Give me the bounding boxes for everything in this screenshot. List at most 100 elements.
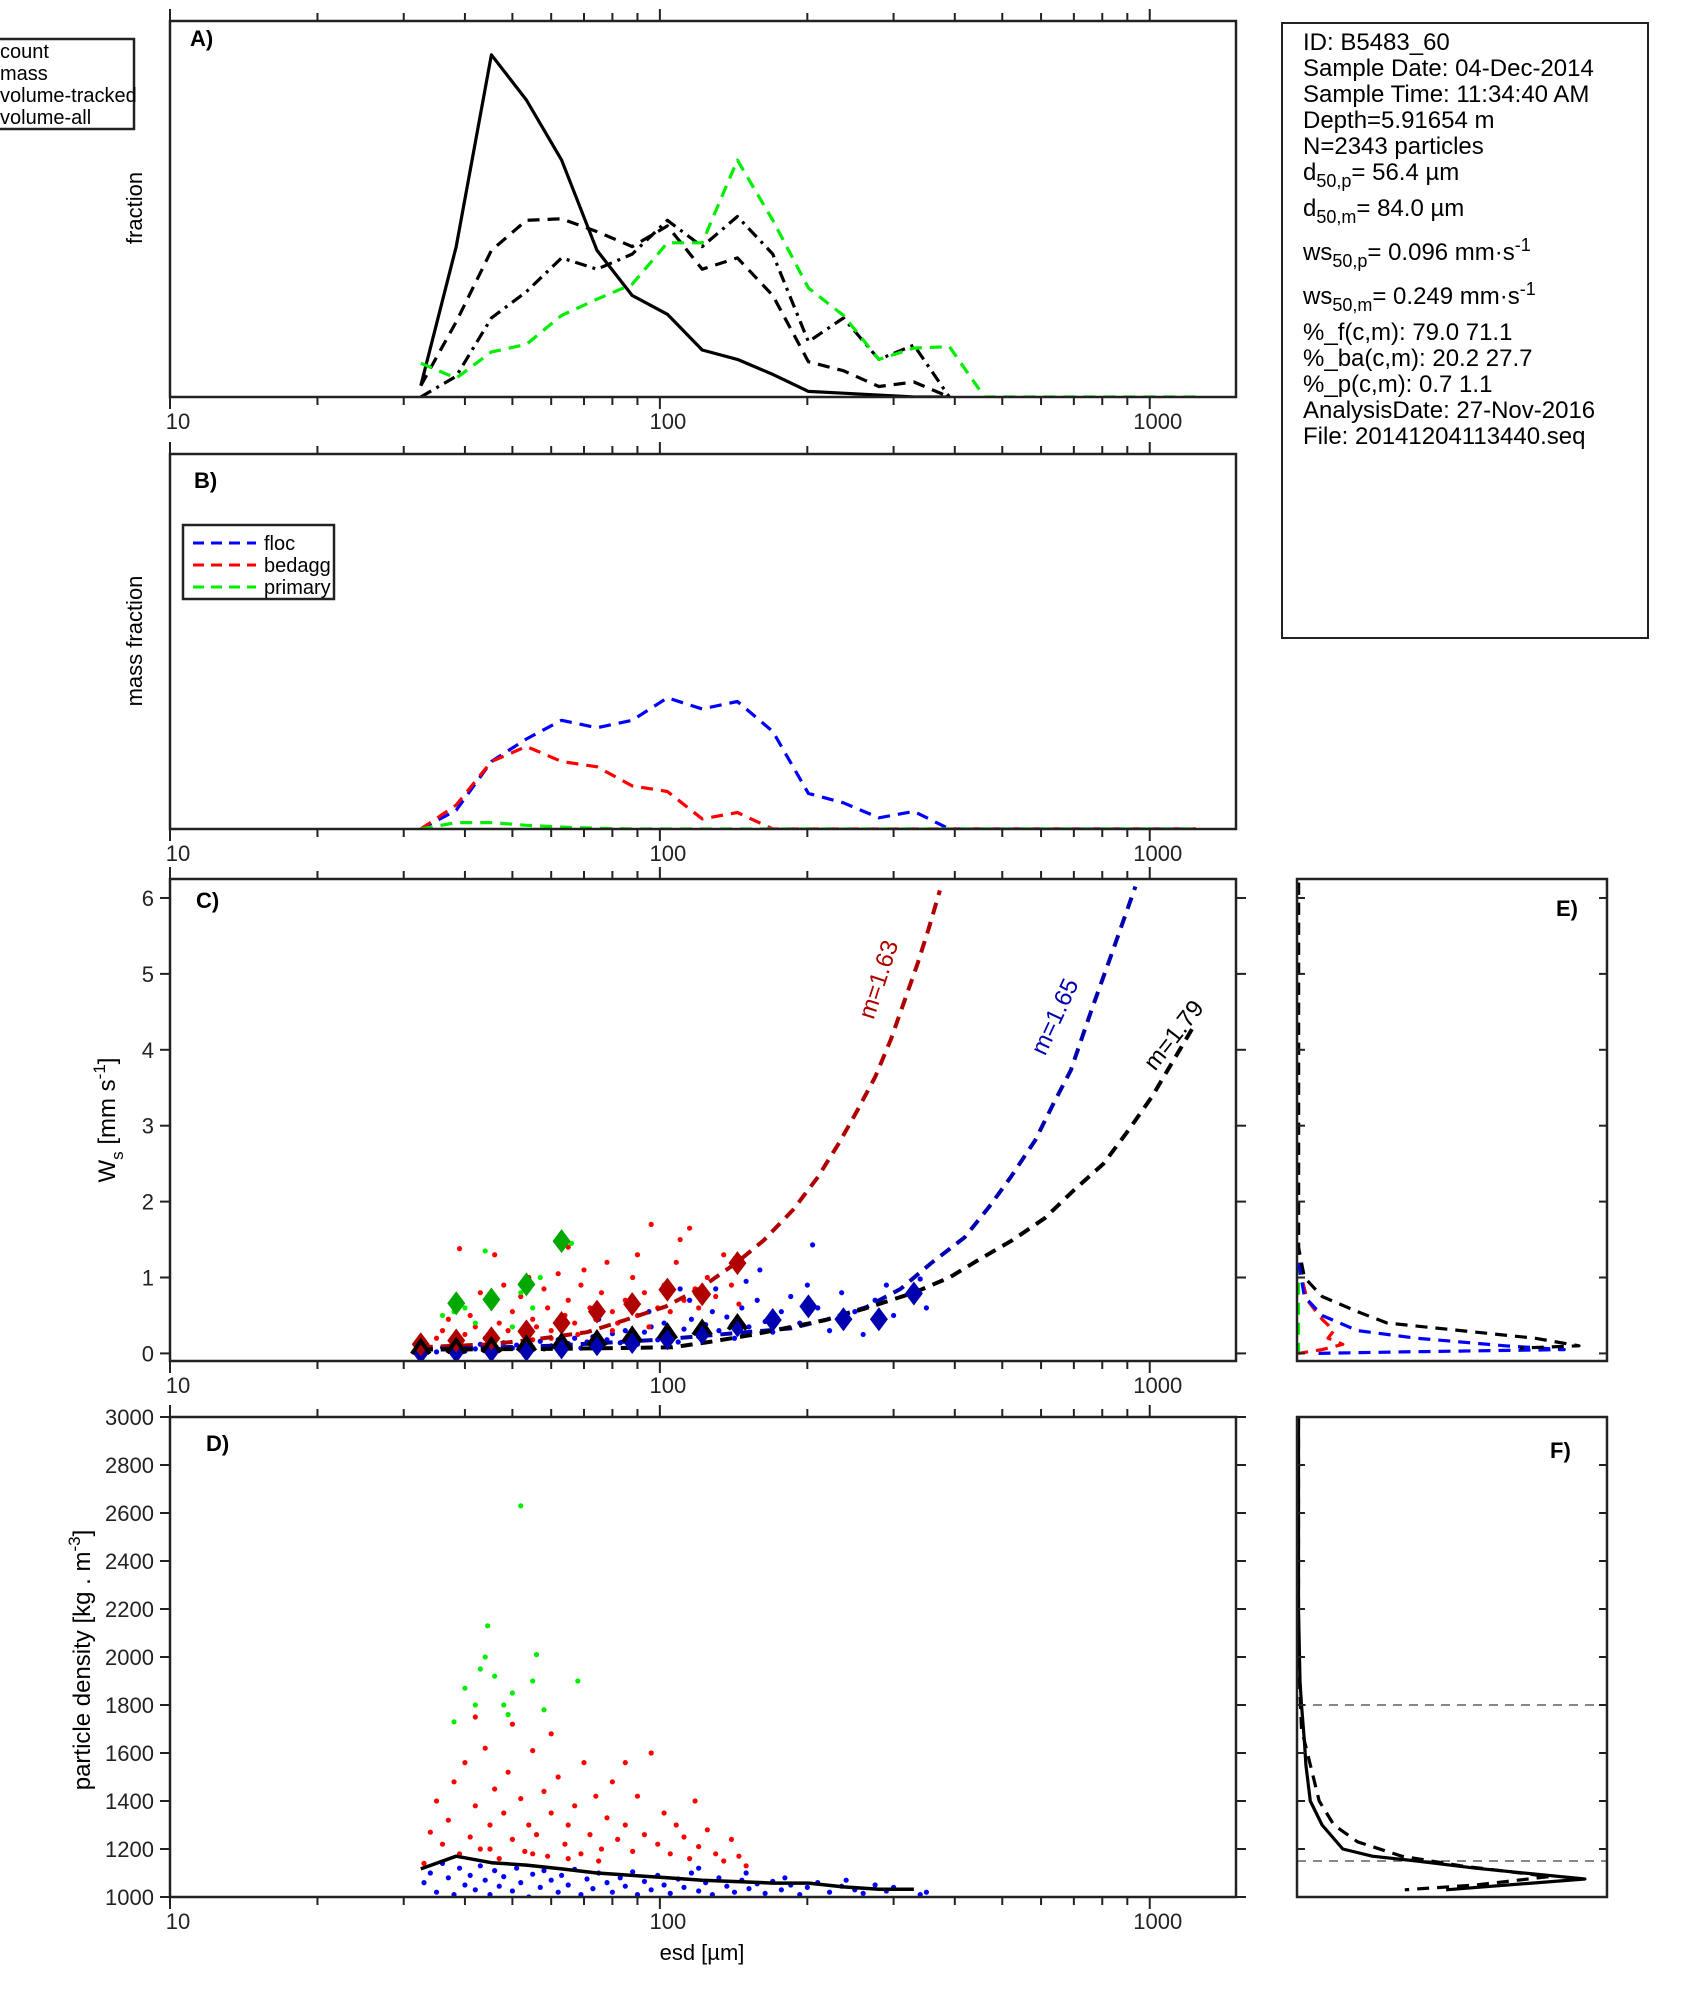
scatter-point-floc [675,1339,681,1345]
scatter-point-floc [548,1877,554,1883]
scatter-point-primary [482,1654,488,1660]
scatter-point-primary [575,1678,581,1684]
scatter-point-floc [809,1242,816,1248]
c-ylabel: Ws [mm s-1] [90,1058,127,1183]
scatter-point-floc [648,1887,654,1893]
scatter-point-floc [688,1870,695,1876]
axes-frame-f [1295,1415,1609,1899]
scatter-point-floc [890,1312,897,1319]
y-tick-label: 2 [142,1190,154,1215]
scatter-point-bedagg [713,1293,719,1300]
scatter-point-bedagg [501,1810,507,1816]
scatter-point-bedagg [641,1832,648,1838]
scatter-point-primary [439,1312,446,1319]
median-diamond-primary [552,1229,571,1254]
series-line-primary [420,820,1196,829]
scatter-point-bedagg [661,1810,667,1816]
median-marker-all [445,1336,467,1355]
scatter-point-floc [860,1890,866,1896]
scatter-point-floc [688,1316,695,1322]
scatter-point-bedagg [439,1841,446,1847]
fit-curve-m=1.79 [420,1022,1198,1352]
axes-frame-a [168,19,1238,399]
d-ylabel: particle density [kg . m-3] [65,1530,96,1791]
y-tick-label: 2000 [105,1645,154,1670]
ws50p-sup: -1 [1514,235,1531,255]
scatter-point-bedagg [630,1848,636,1854]
ws50p-value: = 0.096 mm·s [1367,239,1515,266]
y-axis-c: 0 1 2 3 4 5 6 [142,886,1246,1366]
fit-label-black: m=1.79 [1139,995,1210,1075]
y-tick-label: 1 [142,1266,154,1291]
scatter-point-floc [716,1328,722,1334]
scatter-point-bedagg [545,1305,551,1311]
c-ylabel-sub: s [108,1151,127,1160]
scatter-point-floc [572,1335,578,1341]
series-line-bedagg [419,744,1196,829]
plot-area-e [1297,882,1581,1355]
scatter-point-bedagg [648,1221,654,1227]
fit-label-red: m=1.63 [854,937,905,1022]
scatter-point-bedagg [641,1290,648,1296]
y-tick-label: 4 [142,1038,154,1063]
ws50m-base: ws [1303,283,1333,310]
y-tick-label: 1400 [105,1789,154,1814]
ws50p-sub: 50,p [1332,251,1368,271]
scatter-point-floc [739,1305,745,1311]
scatter-point-floc [762,1890,768,1896]
panel-label-c: C) [196,888,219,913]
scatter-point-bedagg [462,1760,468,1766]
scatter-point-bedagg [704,1827,710,1833]
axes-frame-c [168,877,1238,1363]
scatter-point-floc [565,1882,571,1888]
scatter-point-primary [509,1324,516,1330]
y-tick-label: 2400 [105,1549,154,1574]
x-axis-c: 10 100 1000 [166,867,1182,1398]
fit-curve-m=1.65 [420,885,1138,1352]
scatter-point-bedagg [518,1796,524,1802]
legend-b-bedagg: bedagg [264,555,331,577]
scatter-point-primary [518,1290,524,1296]
panel-label-e: E) [1556,896,1578,921]
scatter-point-primary [462,1685,468,1691]
histogram-line [1297,882,1581,1350]
scatter-point-primary [472,1320,478,1326]
d50m-value: = 84.0 µm [1356,195,1465,222]
info-pct-bedagg: %_ba(c,m): 20.2 27.7 [1303,345,1533,372]
plot-area-b [419,696,1196,829]
legend-a-volume-tracked: volume-tracked [0,85,137,107]
median-diamond-primary [447,1291,466,1316]
scatter-point-primary [509,1690,516,1696]
ws50m-sub: 50,m [1332,295,1373,315]
scatter-point-bedagg [565,1297,571,1303]
y-tick-label: 1800 [105,1693,154,1718]
scatter-point-bedagg [673,1822,679,1828]
y-tick-label: 5 [142,962,154,987]
scatter-point-bedagg [505,1769,511,1775]
fit-label-blue: m=1.65 [1026,975,1085,1060]
scatter-point-bedagg [501,1282,507,1288]
median-diamond-bedagg [587,1299,606,1324]
scatter-point-floc [687,1297,693,1303]
d50p-value: = 56.4 µm [1351,159,1460,186]
scatter-point-primary [533,1652,540,1658]
scatter-point-bedagg [522,1848,528,1854]
x-axis-d: 10 100 1000 [166,1405,1182,1934]
scatter-point-bedagg [496,1320,502,1326]
ws50m-sup: -1 [1519,279,1536,299]
x-tick-label: 100 [650,409,687,434]
y-tick-label: 6 [142,886,154,911]
scatter-point-bedagg [673,1259,679,1265]
median-marker-all [515,1334,538,1352]
info-analysis-date: AnalysisDate: 27-Nov-2016 [1303,397,1596,424]
axes-frame-d [168,1415,1238,1899]
scatter-point-bedagg [581,1760,587,1766]
x-tick-label: 10 [166,1373,190,1398]
scatter-point-primary [485,1623,491,1629]
legend-b-primary: primary [264,577,331,599]
scatter-point-bedagg [433,1798,440,1804]
panel-label-b: B) [194,468,217,493]
scatter-point-bedagg [509,1836,516,1842]
legend-b-box [181,523,336,601]
scatter-point-floc [696,1865,702,1871]
